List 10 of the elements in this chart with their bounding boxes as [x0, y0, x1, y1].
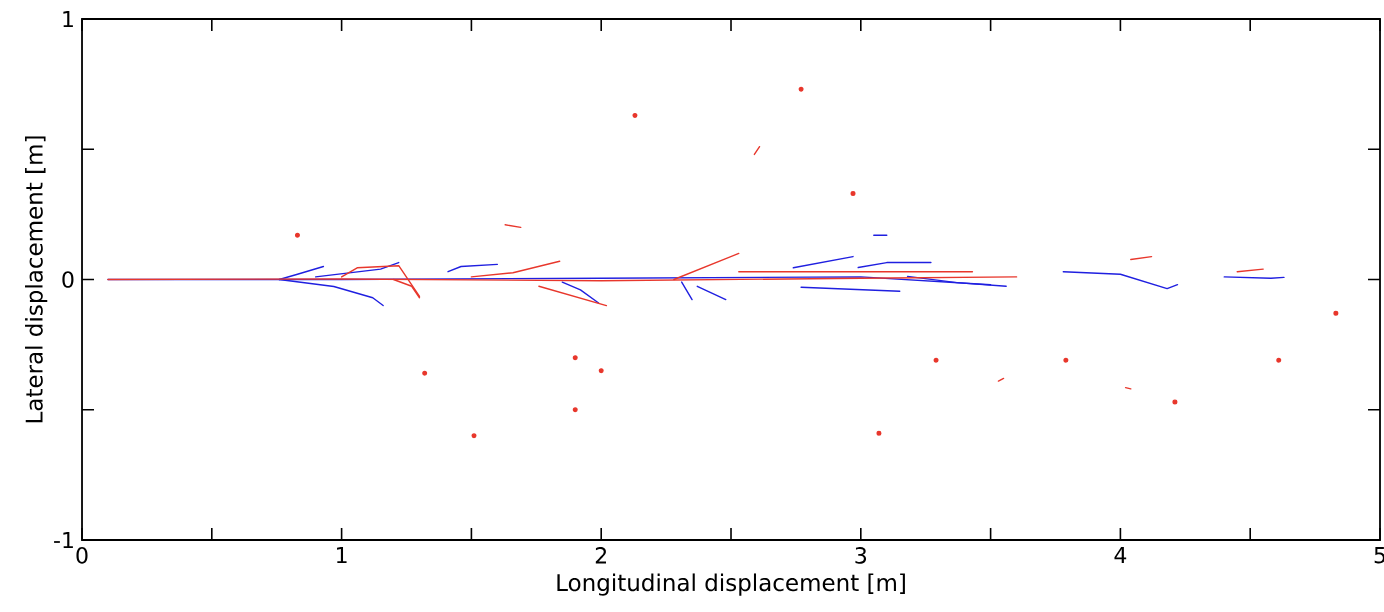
y-tick-label: 1 [63, 10, 73, 28]
x-tick-label: 0 [76, 547, 88, 564]
x-tick-label: 1 [337, 547, 347, 564]
x-tick-label: 4 [1114, 547, 1127, 564]
y-tick-label: 0 [62, 271, 74, 288]
y-tick-label: -1 [54, 531, 73, 549]
y-axis-title: Lateral displacement [m] [25, 136, 48, 423]
x-axis-title: Longitudinal displacement [m] [557, 573, 905, 596]
x-tick-label: 3 [855, 547, 867, 564]
x-tick-label: 2 [595, 547, 606, 564]
